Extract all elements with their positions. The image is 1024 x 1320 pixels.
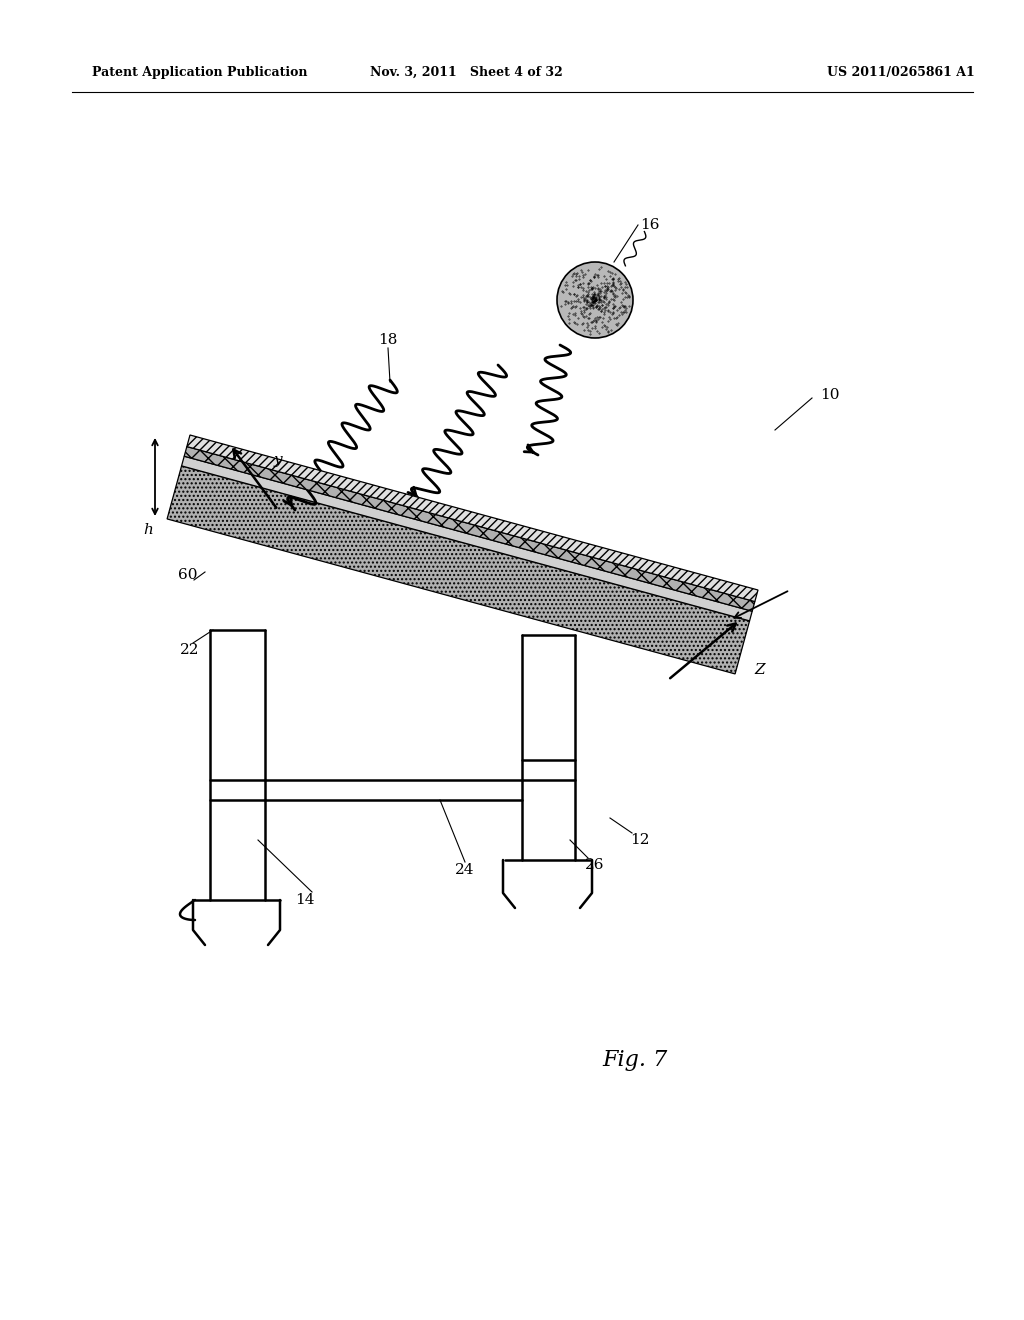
Text: Patent Application Publication: Patent Application Publication	[92, 66, 307, 79]
Polygon shape	[186, 436, 758, 602]
Text: Fig. 7: Fig. 7	[602, 1049, 668, 1071]
Polygon shape	[184, 446, 755, 611]
Text: 12: 12	[630, 833, 650, 847]
Text: 10: 10	[820, 388, 840, 403]
Text: y: y	[273, 453, 283, 467]
Text: 60: 60	[178, 568, 198, 582]
Text: 18: 18	[378, 333, 397, 347]
Polygon shape	[181, 457, 753, 620]
Text: Z: Z	[755, 663, 765, 677]
Text: 22: 22	[180, 643, 200, 657]
Text: 26: 26	[586, 858, 605, 873]
Text: US 2011/0265861 A1: US 2011/0265861 A1	[827, 66, 975, 79]
Text: 24: 24	[456, 863, 475, 876]
Text: h: h	[143, 523, 153, 537]
Text: 16: 16	[640, 218, 659, 232]
Text: Nov. 3, 2011   Sheet 4 of 32: Nov. 3, 2011 Sheet 4 of 32	[370, 66, 562, 79]
Text: 14: 14	[295, 894, 314, 907]
Circle shape	[557, 261, 633, 338]
Polygon shape	[167, 466, 750, 675]
